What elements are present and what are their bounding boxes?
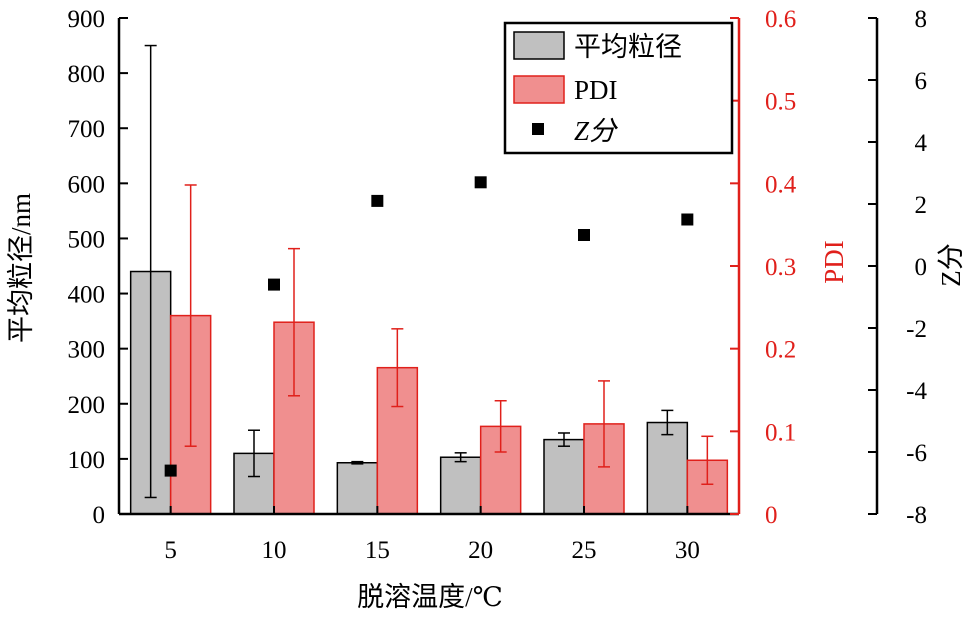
pdi-tick-label: 0.3 [765,254,796,281]
size-bar [439,456,482,515]
x-axis-label: 脱溶温度/℃ [357,582,503,612]
left-tick-label: 300 [68,337,106,364]
legend-swatch-pdi [513,75,565,104]
left-tick-label: 700 [68,116,106,143]
pdi-bar [273,321,315,515]
z-tick-label: 2 [915,192,928,219]
left-tick-label: 100 [68,447,106,474]
left-tick-label: 400 [68,282,106,309]
z-tick-label: 6 [915,68,928,95]
zeta-point [474,176,487,189]
legend: 平均粒径 PDI Z分 [503,21,734,155]
pdi-tick-label: 0 [765,502,778,529]
points-layer [164,176,694,477]
zeta-point [164,464,177,477]
z-axis-label: Z分 [936,243,966,287]
z-tick-label: -4 [906,378,927,405]
left-tick-label: 600 [68,171,106,198]
left-axis-label: 平均粒径/nm [6,193,36,343]
axes-layer: 5 10 15 20 25 3001002003004005006007008009000… [68,6,928,564]
left-tick-label: 0 [93,502,106,529]
pdi-tick-label: 0.6 [765,6,796,33]
x-tick-label: 10 [262,537,287,564]
left-tick-label: 800 [68,61,106,88]
zeta-point [578,229,590,241]
z-tick-label: 8 [915,6,928,33]
zeta-point [371,194,384,207]
pdi-tick-label: 0.5 [765,89,796,116]
x-tick-label: 15 [365,537,390,564]
pdi-tick-label: 0.2 [765,337,796,364]
legend-label-pdi: PDI [574,75,618,105]
legend-label-zeta: Z分 [574,116,619,146]
x-tick-label: 20 [468,537,493,564]
x-tick-label: 30 [675,537,700,564]
zeta-point [268,278,280,291]
z-tick-label: -6 [906,440,927,467]
legend-label-size: 平均粒径 [574,32,682,62]
size-bar [543,438,585,515]
size-bar [646,421,689,515]
z-tick-label: -8 [906,502,927,529]
z-tick-label: -2 [906,316,927,343]
zeta-point [681,213,694,226]
legend-marker-zeta [532,123,544,135]
x-tick-label: 5 [164,537,177,564]
left-tick-label: 500 [68,226,106,253]
size-bar [336,461,379,515]
pdi-tick-label: 0.1 [765,419,796,446]
bars-layer [129,270,729,515]
pdi-axis-label: PDI [819,240,849,284]
pdi-tick-label: 0.4 [765,171,797,198]
z-tick-label: 4 [915,130,928,157]
left-tick-label: 900 [68,6,106,33]
legend-swatch-size [513,31,565,60]
z-tick-label: 0 [915,254,928,281]
left-tick-label: 200 [68,392,106,419]
error-bars-layer [144,44,714,499]
x-tick-label: 25 [572,537,597,564]
